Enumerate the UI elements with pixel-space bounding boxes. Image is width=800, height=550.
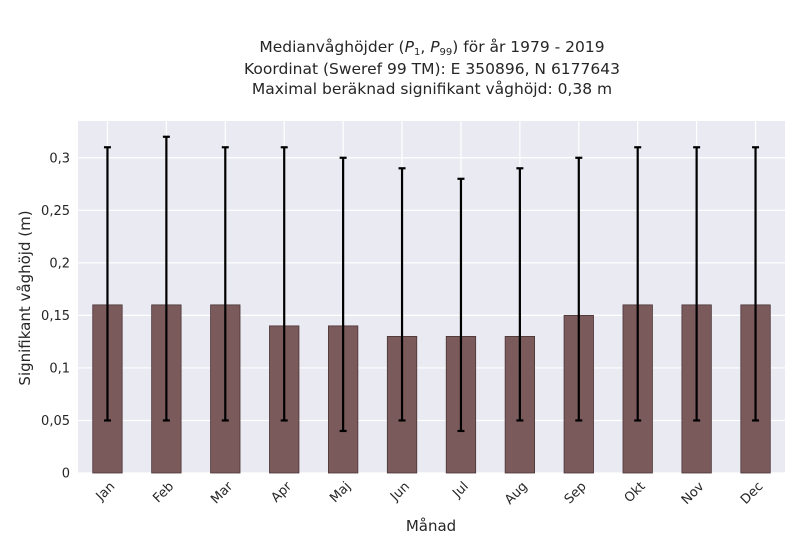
y-tick-label: 0,2 bbox=[49, 256, 70, 271]
plot-area bbox=[78, 121, 785, 473]
x-tick-label-maj: Maj bbox=[327, 479, 354, 506]
y-tick-label: 0,1 bbox=[49, 361, 70, 376]
error-bar-mar bbox=[221, 146, 229, 422]
x-tick-label-mar: Mar bbox=[208, 479, 236, 507]
y-tick-label: 0,05 bbox=[41, 414, 70, 429]
error-bar-jun bbox=[398, 167, 406, 422]
error-bar-jan bbox=[103, 146, 111, 422]
error-bar-sep bbox=[575, 156, 583, 422]
error-bar-aug bbox=[516, 167, 524, 422]
chart-title-line-1: Medianvåghöjder (P1, P99) för år 1979 - … bbox=[259, 38, 604, 58]
chart-title-line-2: Koordinat (Sweref 99 TM): E 350896, N 61… bbox=[244, 60, 620, 78]
y-axis-label: Signifikant våghöjd (m) bbox=[16, 210, 34, 385]
error-bar-feb bbox=[162, 135, 170, 422]
y-tick-label: 0 bbox=[62, 467, 70, 482]
chart-title-line-3: Maximal beräknad signifikant våghöjd: 0,… bbox=[252, 80, 612, 98]
x-axis-label: Månad bbox=[406, 517, 456, 535]
x-tick-label-dec: Dec bbox=[738, 479, 766, 507]
x-tick-label-nov: Nov bbox=[679, 479, 708, 508]
x-tick-label-jun: Jun bbox=[387, 479, 413, 505]
y-axis-ticks: 0 0,05 0,1 0,15 0,2 0,25 0,3 bbox=[41, 151, 70, 481]
y-tick-label: 0,15 bbox=[41, 309, 70, 324]
error-bar-nov bbox=[693, 146, 701, 422]
error-bars bbox=[103, 135, 760, 433]
x-tick-label-jul: Jul bbox=[449, 479, 471, 501]
x-tick-label-apr: Apr bbox=[269, 479, 296, 506]
x-tick-label-jan: Jan bbox=[93, 479, 118, 504]
x-tick-label-aug: Aug bbox=[502, 479, 531, 508]
x-axis-ticks: Jan Feb Mar Apr Maj Jun Jul Aug Sep Okt Nov Dec bbox=[93, 479, 767, 508]
x-tick-label-feb: Feb bbox=[150, 479, 177, 506]
error-bar-okt bbox=[634, 146, 642, 422]
x-tick-label-sep: Sep bbox=[562, 479, 590, 507]
error-bar-apr bbox=[280, 146, 288, 422]
y-tick-label: 0,25 bbox=[41, 204, 70, 219]
chart-title: Medianvåghöjder (P1, P99) för år 1979 - … bbox=[244, 38, 620, 98]
error-bar-dec bbox=[752, 146, 760, 422]
y-tick-label: 0,3 bbox=[49, 151, 70, 166]
x-tick-label-okt: Okt bbox=[622, 479, 649, 506]
error-bar-jul bbox=[457, 177, 465, 433]
error-bar-maj bbox=[339, 156, 347, 433]
